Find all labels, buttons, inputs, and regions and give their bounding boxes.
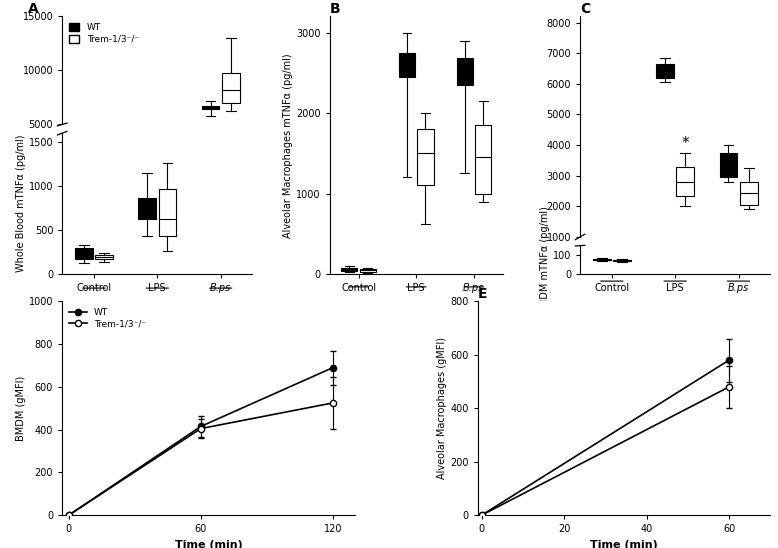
Y-axis label: BMDM mTNFα (pg/ml): BMDM mTNFα (pg/ml) bbox=[540, 206, 550, 314]
Bar bbox=[740, 182, 758, 205]
Bar bbox=[222, 72, 240, 103]
Y-axis label: Whole Blood mTNFα (pg/ml): Whole Blood mTNFα (pg/ml) bbox=[16, 135, 26, 272]
Bar bbox=[138, 169, 156, 172]
Bar bbox=[457, 58, 473, 85]
Bar bbox=[475, 125, 491, 193]
Bar bbox=[613, 260, 631, 261]
Bar bbox=[75, 175, 93, 176]
Text: A: A bbox=[28, 2, 39, 16]
Y-axis label: Alveolar Macrophages (gMFI): Alveolar Macrophages (gMFI) bbox=[437, 337, 447, 480]
Bar bbox=[75, 248, 93, 259]
X-axis label: Time (min): Time (min) bbox=[590, 540, 658, 548]
Y-axis label: BMDM (gMFI): BMDM (gMFI) bbox=[16, 375, 26, 441]
Bar bbox=[720, 153, 738, 177]
Bar bbox=[159, 190, 177, 236]
Text: *: * bbox=[682, 136, 689, 151]
Bar bbox=[359, 269, 376, 272]
Bar bbox=[95, 255, 113, 259]
Bar bbox=[342, 269, 357, 271]
X-axis label: Time (min): Time (min) bbox=[174, 540, 243, 548]
Y-axis label: Alveolar Macrophages mTNFα (pg/ml): Alveolar Macrophages mTNFα (pg/ml) bbox=[283, 53, 293, 237]
Bar bbox=[676, 167, 694, 196]
Text: C: C bbox=[580, 2, 591, 16]
Bar bbox=[656, 64, 674, 78]
Bar bbox=[399, 53, 415, 77]
Legend: WT, Trem-1/3⁻/⁻: WT, Trem-1/3⁻/⁻ bbox=[67, 21, 141, 45]
Bar bbox=[138, 198, 156, 219]
Bar bbox=[202, 106, 219, 109]
Text: B: B bbox=[330, 2, 341, 16]
Text: E: E bbox=[478, 287, 487, 301]
Bar bbox=[593, 259, 611, 260]
Bar bbox=[417, 129, 433, 185]
Bar bbox=[159, 168, 177, 174]
Legend: WT, Trem-1/3⁻/⁻: WT, Trem-1/3⁻/⁻ bbox=[67, 306, 148, 330]
